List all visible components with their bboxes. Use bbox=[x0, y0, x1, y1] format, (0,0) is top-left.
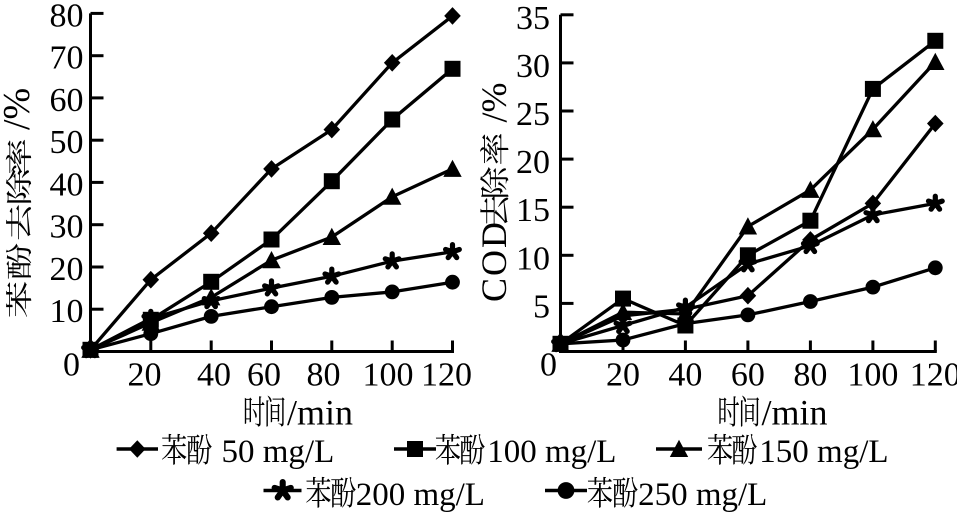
svg-text:20: 20 bbox=[50, 251, 84, 288]
svg-text:COD: COD bbox=[474, 220, 514, 302]
svg-text:80: 80 bbox=[793, 356, 827, 393]
svg-text:/%: /% bbox=[0, 88, 38, 130]
svg-text:10: 10 bbox=[50, 293, 84, 330]
svg-text:30: 30 bbox=[50, 209, 84, 246]
svg-text:35: 35 bbox=[516, 0, 550, 37]
svg-text:120: 120 bbox=[910, 356, 957, 393]
svg-text:150 mg/L: 150 mg/L bbox=[759, 434, 888, 470]
svg-text:20: 20 bbox=[128, 356, 162, 393]
svg-text:/%: /% bbox=[474, 83, 514, 123]
svg-text:200 mg/L: 200 mg/L bbox=[356, 477, 485, 512]
svg-text:50: 50 bbox=[50, 124, 84, 161]
svg-text:20: 20 bbox=[606, 356, 640, 393]
svg-text:30: 30 bbox=[516, 48, 550, 85]
svg-text:10: 10 bbox=[516, 240, 550, 277]
svg-text:40: 40 bbox=[668, 356, 702, 393]
svg-text:100: 100 bbox=[363, 356, 414, 393]
svg-text:70: 70 bbox=[50, 40, 84, 77]
svg-text:40: 40 bbox=[197, 356, 231, 393]
svg-text:60: 60 bbox=[50, 82, 84, 119]
svg-text:80: 80 bbox=[307, 356, 341, 393]
svg-text:100: 100 bbox=[847, 356, 898, 393]
svg-text:0: 0 bbox=[63, 347, 80, 384]
svg-text:50 mg/L: 50 mg/L bbox=[222, 434, 335, 470]
svg-text:120: 120 bbox=[421, 356, 472, 393]
svg-text:20: 20 bbox=[516, 144, 550, 181]
svg-text:250 mg/L: 250 mg/L bbox=[638, 477, 767, 512]
svg-text:5: 5 bbox=[533, 288, 550, 325]
svg-text:/min: /min bbox=[287, 393, 353, 433]
svg-text:0: 0 bbox=[540, 347, 557, 384]
svg-text:80: 80 bbox=[50, 0, 84, 34]
svg-text:100 mg/L: 100 mg/L bbox=[487, 434, 616, 470]
svg-text:40: 40 bbox=[50, 166, 84, 203]
svg-text:15: 15 bbox=[516, 192, 550, 229]
svg-text:25: 25 bbox=[516, 96, 550, 133]
svg-text:60: 60 bbox=[731, 356, 765, 393]
svg-text:/min: /min bbox=[762, 393, 828, 433]
svg-text:60: 60 bbox=[247, 356, 281, 393]
